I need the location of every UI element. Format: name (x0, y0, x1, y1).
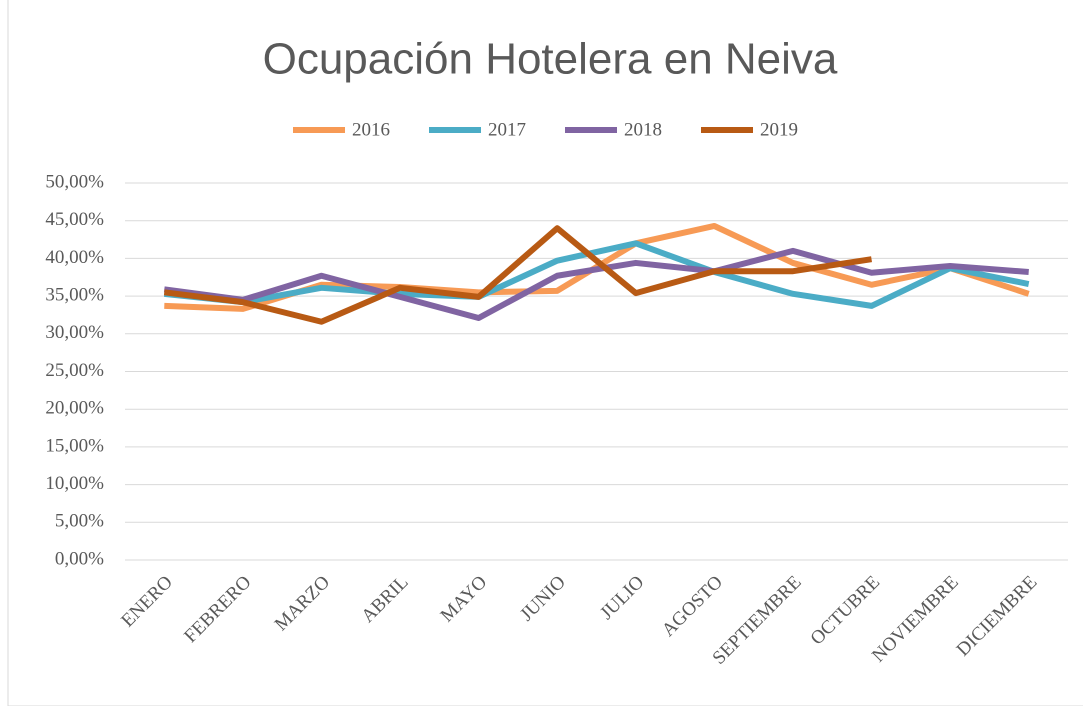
legend-label: 2019 (760, 119, 798, 140)
y-tick-label: 30,00% (45, 322, 104, 343)
y-tick-label: 0,00% (55, 548, 104, 569)
chart-frame (7, 0, 1083, 706)
legend-label: 2018 (624, 119, 662, 140)
series-line (163, 225, 872, 325)
y-tick-label: 10,00% (45, 473, 104, 494)
series-line (163, 247, 1029, 321)
y-tick-label: 5,00% (55, 511, 104, 532)
legend-label: 2017 (488, 119, 526, 140)
y-tick-label: 35,00% (45, 284, 104, 305)
y-tick-label: 50,00% (45, 171, 104, 192)
y-tick-label: 25,00% (45, 360, 104, 381)
legend-label: 2016 (352, 119, 390, 140)
y-tick-label: 20,00% (45, 398, 104, 419)
series-line (163, 240, 1030, 309)
y-tick-label: 45,00% (45, 209, 104, 230)
y-tick-label: 40,00% (45, 247, 104, 268)
y-tick-label: 15,00% (45, 435, 104, 456)
chart-title: Ocupación Hotelera en Neiva (263, 35, 838, 84)
